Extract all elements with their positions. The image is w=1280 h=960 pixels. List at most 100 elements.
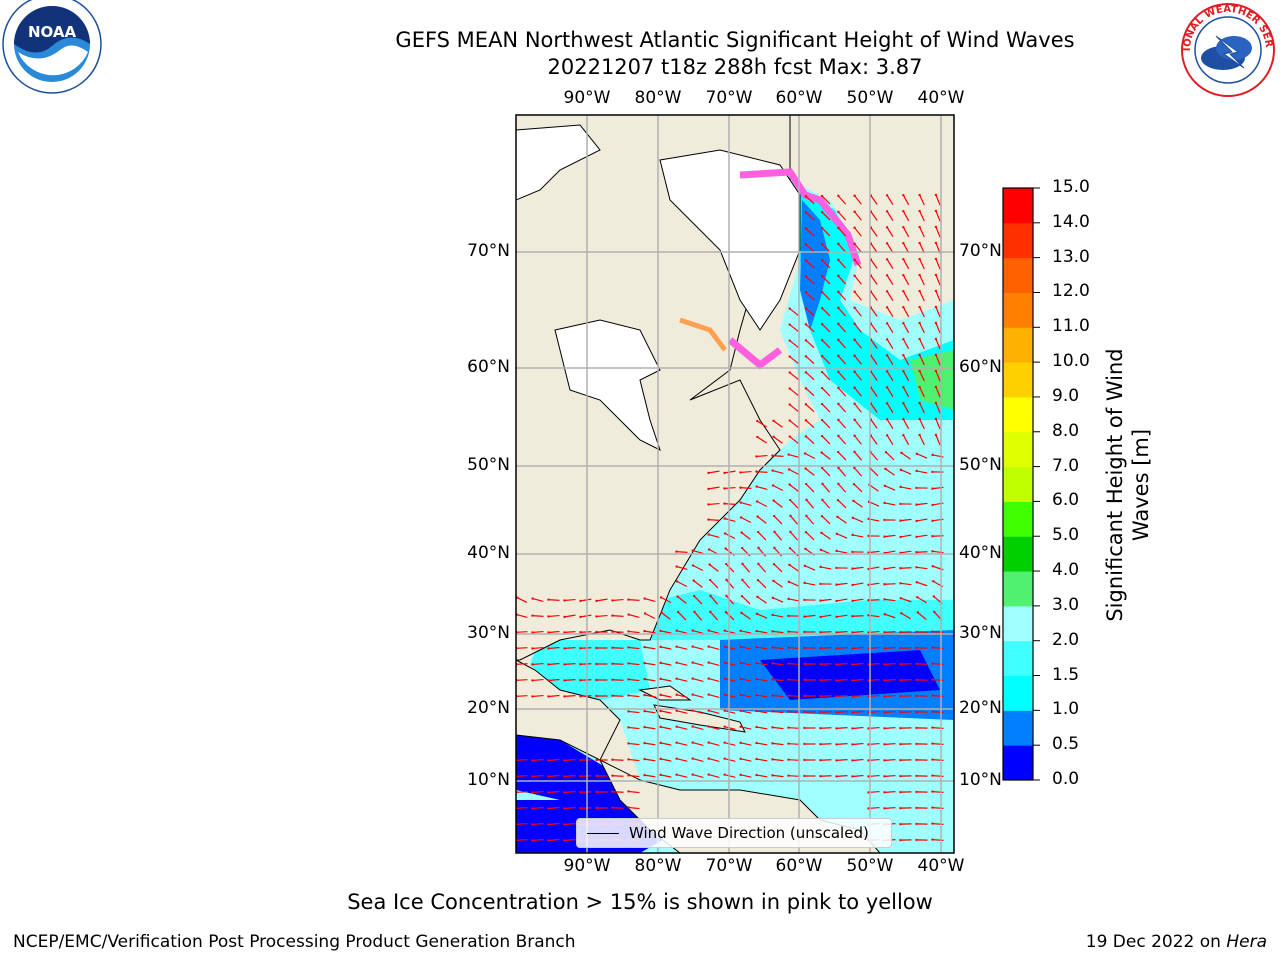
wave-direction-arrowhead [741,562,744,566]
wave-direction-arrowhead [819,759,822,762]
wave-direction-arrow [821,515,831,525]
wave-field-gulf [530,640,650,700]
wave-direction-arrow [660,726,672,730]
wave-direction-arrow [788,468,800,476]
wave-direction-arrow [821,211,831,221]
wave-direction-arrowhead [659,725,662,729]
wave-direction-arrow [900,534,912,538]
wave-direction-arrowhead [804,227,808,230]
wave-direction-arrowhead [675,550,678,553]
footer-branch: NCEP/EMC/Verification Post Processing Pr… [13,932,576,952]
wave-direction-arrow [644,726,656,730]
wave-direction-arrow [532,790,544,794]
wave-direction-arrowhead [691,725,694,728]
wave-direction-arrow [836,695,848,697]
wave-direction-arrow [902,274,910,286]
wave-direction-arrowhead [883,695,886,698]
wave-direction-arrowhead [885,258,889,261]
wave-direction-arrowhead [755,485,758,488]
wave-direction-arrowhead [707,773,710,776]
wave-direction-arrow [821,499,831,509]
wave-direction-arrowhead [867,647,870,650]
wave-direction-arrowhead [723,757,726,760]
wave-direction-arrowhead [740,611,743,615]
wave-direction-arrowhead [837,354,840,358]
wave-direction-arrow [870,387,878,397]
wave-direction-arrowhead [931,742,934,745]
wave-direction-arrow [919,386,925,398]
wave-direction-arrow [724,630,736,634]
wave-direction-arrowhead [915,452,919,456]
wave-direction-arrowhead [819,679,822,682]
wave-direction-arrow [725,595,735,605]
wave-direction-arrow [564,646,576,650]
wave-direction-arrow [564,790,576,794]
wave-direction-arrow [773,563,783,573]
wave-direction-arrow [919,194,925,206]
wave-direction-arrow [789,436,799,444]
wave-direction-arrow [821,355,831,365]
wave-direction-arrow [902,242,910,254]
wave-direction-arrow [660,678,672,682]
wave-direction-arrow [853,451,863,461]
wave-direction-arrowhead [851,679,854,682]
wave-direction-arrowhead [773,546,776,550]
wave-direction-arrowhead [803,758,806,762]
wave-direction-arrowhead [788,355,791,358]
wave-direction-arrowhead [853,322,856,325]
wave-direction-arrowhead [707,548,711,551]
wave-direction-arrow [772,662,784,666]
wave-direction-arrow [902,338,910,350]
wave-direction-arrowhead [691,677,694,680]
wave-direction-arrowhead [819,631,822,634]
wave-direction-arrowhead [931,726,934,729]
wave-direction-arrowhead [595,615,598,618]
wave-direction-arrowhead [883,583,886,586]
wave-direction-arrow [902,226,910,238]
wave-direction-arrowhead [772,419,775,422]
wave-direction-arrow [532,806,544,810]
wave-direction-arrowhead [787,726,790,729]
wave-direction-arrow [884,550,896,554]
wave-direction-arrowhead [902,337,905,341]
wave-direction-arrowhead [915,726,918,730]
sea-ice-edge-labrador [727,337,783,370]
wave-direction-arrow [548,599,560,601]
wave-direction-arrow [773,580,783,588]
wave-direction-arrow [886,419,894,429]
colorbar-tick-label: 15.0 [1052,177,1090,197]
wave-direction-arrowhead [837,370,840,374]
wave-direction-arrowhead [867,583,870,587]
wave-direction-arrowhead [837,418,840,422]
wave-direction-arrow [935,226,941,238]
longitude-label: 60°W [775,88,823,108]
wave-direction-arrowhead [739,629,742,633]
wave-direction-arrowhead [771,694,774,697]
wave-direction-arrow [886,227,894,237]
wave-direction-arrowhead [611,646,614,649]
wave-direction-arrowhead [915,758,918,762]
wave-direction-arrow [580,614,592,618]
wave-direction-arrow [772,774,784,778]
wave-direction-arrow [805,468,815,476]
wave-direction-arrowhead [835,663,838,666]
wave-direction-arrowhead [902,401,905,405]
wave-direction-arrow [757,596,767,604]
wave-direction-arrowhead [835,583,838,586]
wave-direction-arrow [919,338,925,350]
wave-direction-arrowhead [547,647,550,650]
wave-direction-arrow [932,663,944,665]
wave-direction-arrow [692,742,704,746]
wave-direction-arrowhead [676,610,680,614]
wave-direction-arrow [564,806,576,810]
wave-direction-arrow [724,710,736,714]
wave-direction-arrowhead [931,678,934,681]
wave-direction-arrow [612,631,624,633]
wave-direction-arrowhead [819,743,822,746]
wave-direction-arrow [724,742,736,746]
wave-direction-arrowhead [692,594,696,598]
wave-direction-arrow [932,775,944,777]
wave-direction-arrowhead [867,695,870,698]
wave-direction-arrowhead [851,567,854,570]
wave-direction-arrow [548,838,560,842]
